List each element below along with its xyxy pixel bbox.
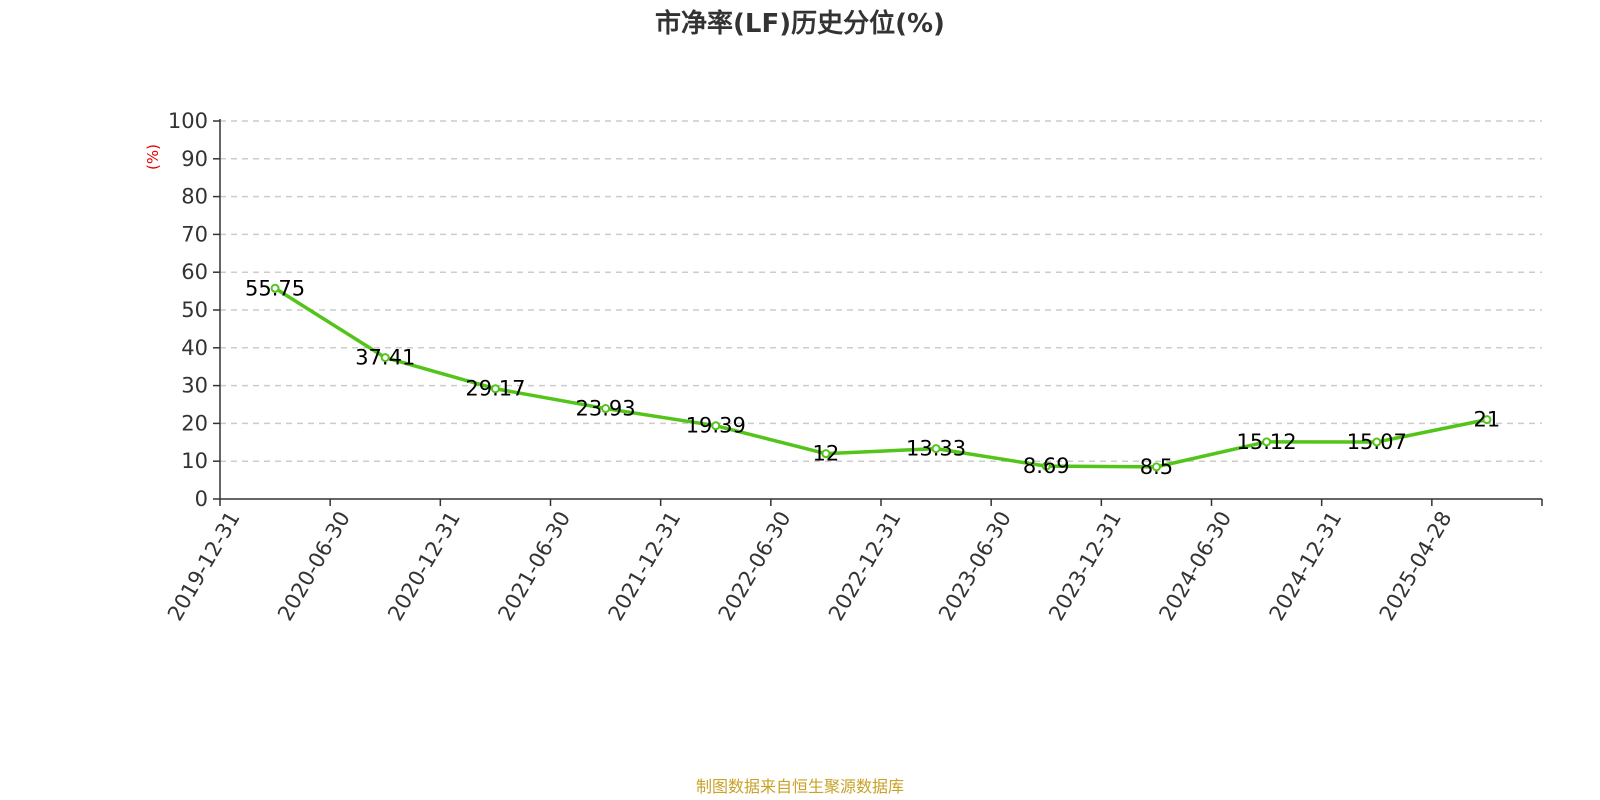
data-label: 15.12 [1237,430,1297,454]
data-point [711,421,721,431]
data-label: 55.75 [245,276,305,300]
y-tick-label: 100 [168,109,208,133]
data-label: 12 [813,442,840,466]
data-label: 8.5 [1140,455,1173,479]
y-tick-label: 80 [181,185,208,209]
y-tick-label: 60 [181,260,208,284]
y-tick-label: 10 [181,449,208,473]
label-layer: 55.75 37.41 29.17 23.93 19.39 12 13.33 8.69 8.5 1… [245,276,1500,479]
x-tick-label: 2025-04-28 [1375,507,1457,625]
data-point [931,444,941,454]
x-tick-label: 2020-12-31 [383,507,465,625]
data-point [1262,437,1272,447]
y-tick-label: 70 [181,222,208,246]
data-label: 29.17 [465,377,525,401]
x-tick-label: 2019-12-31 [163,507,245,625]
x-tick-label: 2023-12-31 [1044,507,1126,625]
data-label: 15.07 [1347,430,1407,454]
data-point [490,384,500,394]
y-tick-label: 40 [181,336,208,360]
x-tick-label: 2020-06-30 [273,507,355,625]
x-tick-label: 2022-06-30 [714,507,796,625]
data-point [380,353,390,363]
data-label: 37.41 [355,346,415,370]
series-line [273,286,1489,469]
data-point [821,449,831,459]
x-tick-label: 2021-12-31 [604,507,686,625]
data-point [1372,437,1382,447]
grid-layer [220,120,1542,462]
x-tick-label: 2024-06-30 [1154,507,1236,625]
y-tick-label: 20 [181,411,208,435]
x-tick-label: 2022-12-31 [824,507,906,625]
x-tick-label: 2023-06-30 [934,507,1016,625]
data-label: 8.69 [1023,454,1070,478]
y-tick-label: 90 [181,147,208,171]
data-label: 23.93 [576,397,636,421]
data-label: 13.33 [906,437,966,461]
data-label: 21 [1474,408,1501,432]
source-note: 制图数据来自恒生聚源数据库 [696,777,904,796]
y-tick-label: 0 [195,487,208,511]
data-point [1482,415,1492,425]
y-axis-unit-label: (%) [144,144,162,170]
data-point [1151,462,1161,472]
x-tick-label: 2021-06-30 [493,507,575,625]
x-tick-label: 2024-12-31 [1265,507,1347,625]
data-point [601,404,611,414]
data-label: 19.39 [686,414,746,438]
series-layer [270,283,1492,472]
y-tick-label: 30 [181,374,208,398]
data-point [270,283,280,293]
y-tick-label: 50 [181,298,208,322]
chart-title: 市净率(LF)历史分位(%) [655,8,945,39]
data-point [1041,461,1051,471]
